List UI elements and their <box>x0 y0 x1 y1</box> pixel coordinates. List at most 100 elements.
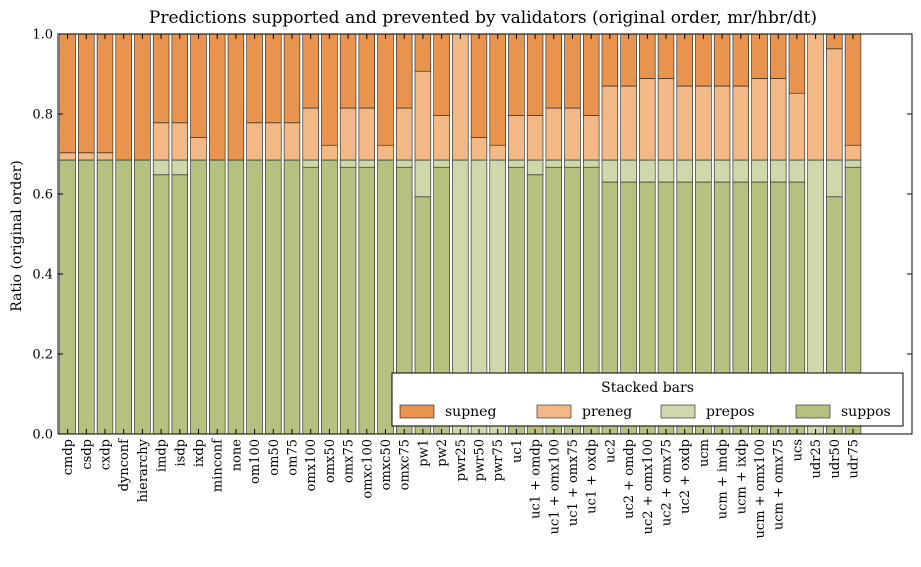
bar-segment-preneg <box>339 107 357 161</box>
bar-segment-preneg <box>395 107 413 161</box>
x-tick-label: csdp <box>80 439 95 470</box>
bar-segment-preneg <box>788 92 806 161</box>
bar-segment-preneg <box>657 78 675 161</box>
x-tick-label: uc1 + omdp <box>529 439 544 519</box>
bar-segment-prepos <box>358 159 375 168</box>
y-tick-label: 0.6 <box>32 188 53 203</box>
bar-segment-preneg <box>695 85 712 161</box>
bar-segment-prepos <box>582 159 600 168</box>
bar-segment-suppos <box>209 159 226 435</box>
x-tick-label: omxc50 <box>379 439 394 490</box>
bar-segment-prepos <box>657 159 675 183</box>
y-tick-label: 0.0 <box>32 428 53 443</box>
bar-segment-supneg <box>489 33 506 146</box>
bar-segment-preneg <box>582 115 600 161</box>
bar-segment-supneg <box>732 33 750 87</box>
bar-segment-prepos <box>171 159 188 176</box>
x-tick-label: isdp <box>173 439 188 466</box>
bar-segment-prepos <box>339 159 357 168</box>
bar-segment-preneg <box>302 107 319 161</box>
bar-segment-prepos <box>844 159 862 168</box>
bar-segment-prepos <box>620 159 637 183</box>
bar-segment-preneg <box>452 33 469 161</box>
x-tick-label: uc1 + omx75 <box>566 439 581 526</box>
bar-segment-supneg <box>190 33 207 138</box>
x-tick-label: uc2 + omdp <box>622 439 637 519</box>
bar-segment-suppos <box>302 166 319 435</box>
bar-segment-preneg <box>526 115 544 161</box>
bar-segment-suppos <box>339 166 357 435</box>
bar-segment-preneg <box>414 70 432 161</box>
bar-segment-supneg <box>171 33 188 124</box>
bar-segment-prepos <box>508 159 525 168</box>
bar-segment-supneg <box>751 33 768 79</box>
bar-segment-prepos <box>601 159 619 183</box>
bar-segment-supneg <box>545 33 563 109</box>
bar-segment-suppos <box>190 159 207 435</box>
bar-segment-supneg <box>152 33 170 124</box>
bar-segment-preneg <box>844 144 862 161</box>
bar-segment-suppos <box>265 159 282 435</box>
legend-swatch-supneg <box>399 404 435 419</box>
x-tick-label: uc2 <box>603 439 618 463</box>
bar-segment-preneg <box>265 122 282 161</box>
bar-segment-preneg <box>470 137 488 161</box>
bar-segment-supneg <box>227 33 245 161</box>
legend-label-preneg: preneg <box>582 404 632 420</box>
bar-segment-supneg <box>470 33 488 138</box>
y-tick-label: 0.4 <box>32 268 53 283</box>
bar-segment-preneg <box>59 152 76 161</box>
bar-segment-suppos <box>358 166 375 435</box>
bar-segment-supneg <box>508 33 525 116</box>
bar-segment-prepos <box>152 159 170 176</box>
bar-segment-preneg <box>489 144 506 161</box>
bar-segment-supneg <box>115 33 132 161</box>
bar-segment-suppos <box>171 174 188 435</box>
plot-frame <box>57 33 913 435</box>
bar-segment-prepos <box>414 159 432 198</box>
bar-segment-preneg <box>171 122 188 161</box>
bar-segment-supneg <box>526 33 544 116</box>
legend-label-supneg: supneg <box>445 404 496 420</box>
bar-segment-supneg <box>134 33 151 161</box>
bar-segment-supneg <box>695 33 712 87</box>
bar-segment-preneg <box>508 115 525 161</box>
legend-label-prepos: prepos <box>706 404 755 420</box>
bar-segment-suppos <box>59 159 76 435</box>
bar-segment-preneg <box>190 137 207 161</box>
bar-segment-suppos <box>152 174 170 435</box>
bar-segment-preneg <box>601 85 619 161</box>
bar-segment-prepos <box>395 159 413 168</box>
x-tick-label: om50 <box>267 439 282 476</box>
bar-segment-suppos <box>78 159 95 435</box>
bar-segment-supneg <box>414 33 432 72</box>
bar-segment-prepos <box>751 159 768 183</box>
bar-segment-supneg <box>209 33 226 161</box>
x-tick-label: imdp <box>155 439 170 472</box>
x-tick-label: pwr25 <box>454 439 469 481</box>
x-tick-label: ucm + ixdp <box>734 439 749 514</box>
bar-segment-suppos <box>377 159 394 435</box>
bar-segment-supneg <box>96 33 114 154</box>
bar-segment-supneg <box>713 33 731 87</box>
bar-segment-prepos <box>676 159 693 183</box>
bar-segment-preneg <box>732 85 750 161</box>
bar-segment-supneg <box>265 33 282 124</box>
bar-segment-supneg <box>582 33 600 116</box>
bar-segment-supneg <box>433 33 450 116</box>
bar-segment-supneg <box>769 33 787 79</box>
bar-segment-supneg <box>788 33 806 94</box>
bar-segment-supneg <box>321 33 338 146</box>
y-tick-label: 1.0 <box>32 28 53 43</box>
bar-segment-suppos <box>227 159 245 435</box>
bar-segment-supneg <box>657 33 675 79</box>
x-tick-label: ucm + omx75 <box>772 439 787 530</box>
x-tick-label: omx100 <box>304 439 319 491</box>
x-tick-label: ucm + imdp <box>716 439 731 519</box>
legend-title: Stacked bars <box>601 380 694 396</box>
x-tick-label: om100 <box>248 439 263 484</box>
bar-segment-preneg <box>769 78 787 161</box>
x-tick-label: omxc75 <box>398 439 413 490</box>
bar-segment-preneg <box>639 78 656 161</box>
bar-segment-supneg <box>639 33 656 79</box>
